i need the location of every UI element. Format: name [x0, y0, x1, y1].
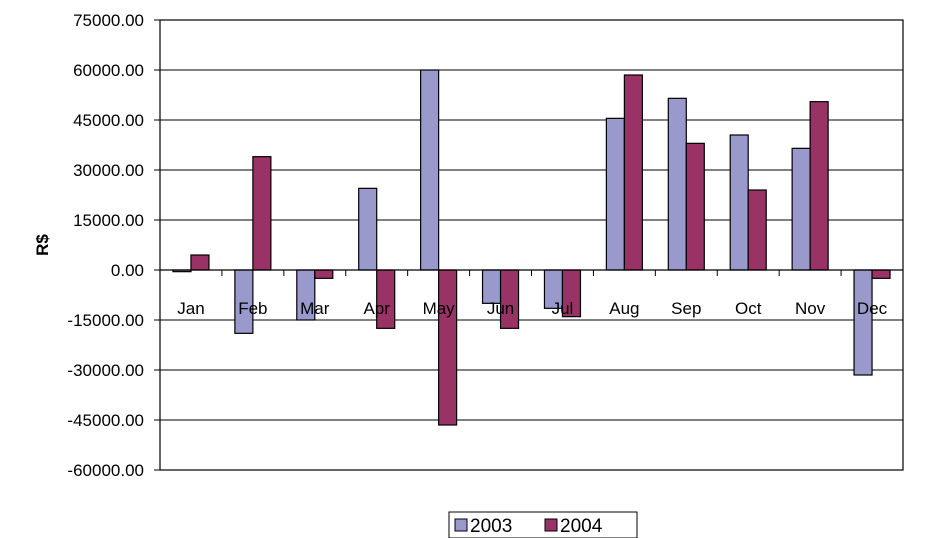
- x-tick-label: Sep: [671, 299, 701, 318]
- x-tick-label: Feb: [238, 299, 267, 318]
- bar-2004-Aug: [623, 74, 643, 271]
- x-tick-label: Apr: [363, 299, 390, 318]
- y-tick-label: 0.00: [111, 261, 144, 280]
- bar-2004-May: [438, 269, 458, 426]
- y-tick-label: 75000.00: [73, 11, 144, 30]
- y-tick-label: 15000.00: [73, 211, 144, 230]
- legend-label-2003: 2003: [470, 516, 512, 537]
- legend-label-2004: 2004: [560, 516, 603, 537]
- y-axis-label: R$: [33, 234, 52, 256]
- bar-2004-Oct: [747, 189, 767, 271]
- legend-swatch-2004: [544, 518, 558, 532]
- y-tick-label: -60000.00: [67, 461, 144, 480]
- bar-2003-Aug: [605, 117, 625, 271]
- x-tick-label: Jul: [552, 299, 574, 318]
- bar-2004-Mar: [314, 269, 334, 279]
- y-tick-label: -45000.00: [67, 411, 144, 430]
- legend-box: [448, 511, 638, 538]
- x-tick-label: Jun: [487, 299, 514, 318]
- x-tick-label: May: [423, 299, 456, 318]
- bar-2004-Nov: [809, 101, 829, 271]
- y-tick-label: 30000.00: [73, 161, 144, 180]
- y-tick-label: 45000.00: [73, 111, 144, 130]
- x-tick-label: Aug: [609, 299, 639, 318]
- y-tick-label: 60000.00: [73, 61, 144, 80]
- y-tick-labels: 75000.00 60000.00 45000.00 30000.00 15000.00…: [67, 11, 144, 480]
- legend-swatch-2003: [454, 518, 468, 532]
- bar-2003-Apr: [358, 187, 378, 271]
- bar-2003-Oct: [729, 134, 749, 271]
- x-tick-label: Jan: [177, 299, 204, 318]
- y-tick-label: -30000.00: [67, 361, 144, 380]
- x-tick-label: Mar: [300, 299, 330, 318]
- bar-2003-Sep: [667, 97, 687, 271]
- x-tick-label: Nov: [795, 299, 826, 318]
- x-tick-label: Dec: [857, 299, 888, 318]
- x-tick-label: Oct: [735, 299, 762, 318]
- bar-2004-Dec: [871, 269, 891, 279]
- bar-2004-Jan: [190, 254, 210, 271]
- bar-2003-Dec: [853, 269, 873, 376]
- bar-2004-Feb: [252, 156, 272, 271]
- axes: [154, 19, 904, 471]
- plot-area-border: [159, 19, 904, 471]
- x-tick-labels: Jan Feb Mar Apr May Jun Jul Aug Sep Oct Nov Dec: [177, 299, 887, 318]
- legend: 2003 2004: [448, 511, 638, 538]
- bar-2003-Nov: [791, 147, 811, 271]
- bars: [172, 69, 891, 426]
- bar-2004-Sep: [685, 142, 705, 271]
- bar-2003-May: [420, 69, 440, 271]
- y-tick-label: -15000.00: [67, 311, 144, 330]
